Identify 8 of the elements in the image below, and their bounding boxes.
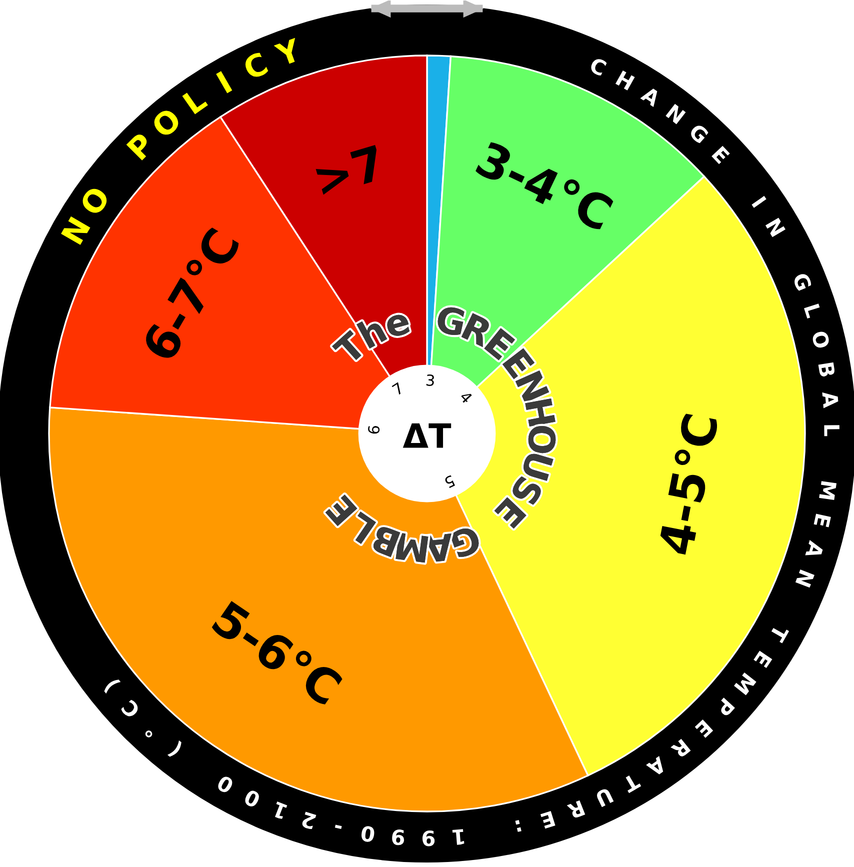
text: 7	[392, 382, 404, 396]
text: 3	[426, 374, 434, 386]
text: ΔT	[402, 423, 452, 448]
slice-label: >7	[314, 144, 385, 196]
slice-label: 4-5°C	[656, 413, 719, 556]
text: 6	[368, 426, 380, 434]
text: 4	[459, 390, 473, 404]
text: 5	[444, 474, 456, 488]
